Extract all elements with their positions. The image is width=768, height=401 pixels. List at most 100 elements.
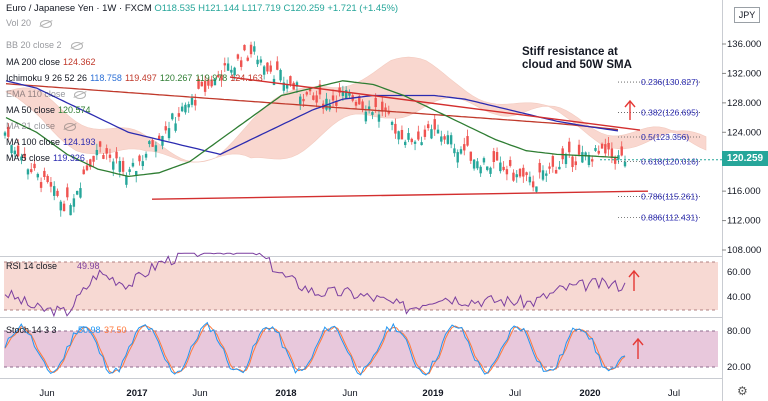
candle-body: [433, 119, 436, 130]
candle-body: [472, 159, 476, 169]
candle-body: [253, 46, 256, 52]
candle-body: [554, 170, 558, 174]
stoch-band: [4, 331, 718, 367]
candle-body: [453, 148, 456, 154]
legend-value: 119.978: [195, 73, 228, 83]
legend-item[interactable]: Ichimoku 9 26 52 26 118.758 119.497 120.267…: [6, 73, 266, 84]
candle-body: [617, 155, 620, 160]
candle-body: [125, 175, 128, 185]
candle-body: [561, 148, 564, 160]
candle-body: [541, 170, 545, 180]
candle-body: [568, 141, 571, 153]
candle-body: [190, 97, 194, 105]
candle-body: [194, 99, 197, 106]
legend-item[interactable]: EMA 110 close: [6, 89, 89, 100]
legend-value: 118.758: [90, 73, 122, 83]
candle-body: [551, 156, 555, 167]
stoch-tick-label: 20.00: [727, 362, 751, 373]
candle-body: [538, 162, 541, 173]
legend-item[interactable]: MA 50 close 120.574: [6, 105, 94, 116]
hidden-eye-icon[interactable]: [70, 41, 83, 50]
gear-icon[interactable]: ⚙: [737, 384, 748, 398]
hidden-eye-icon[interactable]: [74, 90, 87, 99]
legend-value: 124.163: [230, 73, 263, 83]
candle-body: [246, 57, 249, 61]
candle-body: [164, 126, 167, 131]
resistance-trendline: [229, 76, 641, 131]
candle-body: [174, 123, 177, 131]
candle-body: [325, 98, 328, 110]
candle-body: [266, 62, 269, 72]
legend-item[interactable]: MA 5 close 119.326: [6, 153, 88, 164]
stoch-label: Stoch 14 3 3: [6, 325, 57, 335]
candle-body: [200, 81, 204, 87]
legend-label: Ichimoku 9 26 52 26: [6, 73, 88, 83]
candle-body: [53, 186, 56, 196]
legend-label: MA 100 close: [6, 137, 61, 147]
candle-body: [220, 74, 223, 81]
candle-body: [20, 156, 23, 161]
candle-body: [397, 131, 400, 140]
candle-body: [105, 148, 108, 154]
candle-body: [256, 59, 259, 65]
legend-item[interactable]: MA 200 close 124.362: [6, 57, 99, 68]
candle-body: [49, 182, 53, 187]
candle-body: [223, 63, 226, 66]
candle-body: [446, 135, 450, 144]
ohlc-low: L117.719: [241, 3, 281, 14]
legend-value: 119.497: [124, 73, 157, 83]
legend-item[interactable]: Vol 20: [6, 18, 55, 29]
candle-body: [312, 95, 315, 100]
candle-body: [180, 106, 184, 112]
price-tick-label: 136.000: [727, 39, 761, 50]
candle-body: [558, 166, 561, 170]
candle-body: [239, 60, 243, 67]
hidden-eye-icon[interactable]: [40, 19, 53, 28]
candle-body: [262, 66, 266, 75]
candle-body: [79, 188, 82, 198]
candle-body: [69, 205, 72, 216]
candle-body: [112, 161, 115, 170]
candle-body: [85, 165, 89, 171]
legend-label: MA 21 close: [6, 121, 56, 131]
candle-body: [476, 161, 479, 169]
candle-body: [348, 92, 351, 96]
candle-body: [571, 156, 574, 168]
legend-item[interactable]: BB 20 close 2: [6, 40, 86, 51]
time-axis-label: Jun: [192, 388, 207, 399]
legend-label: MA 200 close: [6, 57, 61, 67]
candle-body: [213, 78, 217, 86]
candle-body: [259, 59, 263, 63]
candle-body: [479, 166, 482, 174]
candle-body: [515, 174, 518, 178]
candle-body: [289, 76, 292, 84]
candle-body: [400, 129, 404, 140]
candle-body: [423, 129, 427, 137]
legend-item[interactable]: MA 100 close 124.193: [6, 137, 99, 148]
interval[interactable]: 1W: [102, 3, 117, 14]
price-tick-label: 112.000: [727, 216, 761, 227]
candle-body: [154, 145, 158, 152]
currency-badge[interactable]: JPY: [734, 7, 760, 23]
candle-body: [410, 138, 413, 143]
candle-body: [413, 141, 417, 144]
candle-body: [335, 100, 338, 106]
legend-item[interactable]: MA 21 close: [6, 121, 79, 132]
candle-body: [26, 169, 30, 175]
hidden-eye-icon[interactable]: [64, 122, 77, 131]
ichimoku-cloud: [5, 56, 707, 163]
rsi-arrow-head: [628, 269, 640, 278]
candle-body: [604, 144, 607, 154]
symbol-name[interactable]: Euro / Japanese Yen: [6, 3, 94, 14]
candle-body: [184, 104, 187, 113]
candle-body: [430, 129, 433, 139]
candle-body: [75, 190, 79, 195]
candle-body: [135, 171, 138, 176]
candle-body: [141, 161, 144, 167]
legend-label: EMA 110 close: [6, 89, 66, 99]
ma100-line: [5, 80, 619, 156]
candle-body: [3, 132, 7, 136]
candle-body: [66, 187, 69, 198]
